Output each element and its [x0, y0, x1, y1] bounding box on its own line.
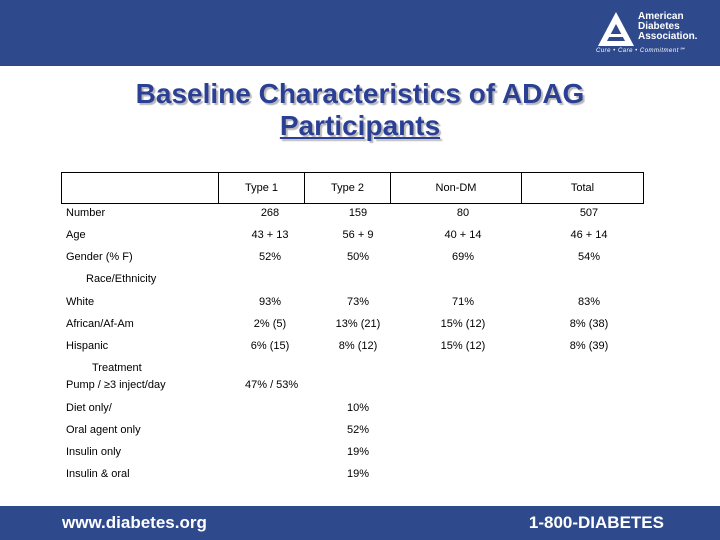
header-bar: American Diabetes Association. Cure • Ca…: [0, 0, 720, 66]
row-label-insulin-oral: Insulin & oral: [66, 468, 130, 480]
age-type2: 56 + 9: [342, 229, 374, 241]
header-row: Type 1 Type 2 Non-DM Total: [61, 172, 644, 204]
gender-nondm: 69%: [451, 251, 475, 263]
row-label-diet: Diet only/: [66, 402, 112, 414]
logo-line-2: Diabetes: [638, 21, 680, 32]
footer-website: www.diabetes.org: [62, 513, 207, 532]
title-line-2: Participants: [279, 110, 441, 141]
row-label-gender: Gender (% F): [66, 251, 133, 263]
african-total: 8% (38): [569, 318, 609, 330]
logo-tagline: Cure • Care • Commitment℠: [596, 48, 686, 54]
slide-title: Baseline Characteristics of ADAG Partici…: [0, 78, 720, 142]
number-total: 507: [579, 207, 599, 219]
white-total: 83%: [577, 296, 601, 308]
header-type2: Type 2: [304, 172, 391, 204]
gender-type2: 50%: [346, 251, 370, 263]
pump-type1: 47% / 53%: [245, 379, 299, 391]
row-label-hispanic: Hispanic: [66, 340, 109, 352]
white-nondm: 71%: [451, 296, 475, 308]
african-type1: 2% (5): [253, 318, 287, 330]
row-label-oral: Oral agent only: [66, 424, 141, 436]
header-empty-cell: [61, 172, 219, 204]
number-type1: 268: [260, 207, 280, 219]
hispanic-nondm: 15% (12): [440, 340, 486, 352]
age-total: 46 + 14: [570, 229, 608, 241]
gender-type1: 52%: [258, 251, 282, 263]
logo-text: American Diabetes Association.: [638, 12, 697, 42]
white-type2: 73%: [346, 296, 370, 308]
footer-phone: 1-800-DIABETES: [528, 513, 664, 532]
oral-type2: 52%: [346, 424, 370, 436]
hispanic-total: 8% (39): [569, 340, 609, 352]
title-line-1: Baseline Characteristics of ADAG: [135, 78, 585, 109]
logo-line-3: Association.: [638, 31, 698, 42]
header-table: Type 1 Type 2 Non-DM Total: [61, 172, 644, 204]
logo-line-1: American: [638, 11, 684, 22]
african-type2: 13% (21): [335, 318, 381, 330]
hispanic-type2: 8% (12): [338, 340, 378, 352]
row-label-age: Age: [66, 229, 86, 241]
insulin-oral-type2: 19%: [346, 468, 370, 480]
row-label-african: African/Af-Am: [66, 318, 134, 330]
treatment-heading: Treatment: [92, 362, 142, 374]
hispanic-type1: 6% (15): [250, 340, 290, 352]
row-label-white: White: [66, 296, 95, 308]
row-label-number: Number: [66, 207, 106, 219]
race-ethnicity-heading: Race/Ethnicity: [86, 273, 157, 285]
african-nondm: 15% (12): [440, 318, 486, 330]
header-nondm: Non-DM: [390, 172, 522, 204]
header-type1: Type 1: [218, 172, 305, 204]
ada-logo: American Diabetes Association. Cure • Ca…: [596, 8, 716, 58]
number-type2: 159: [348, 207, 368, 219]
number-nondm: 80: [456, 207, 470, 219]
row-label-insulin: Insulin only: [66, 446, 122, 458]
insulin-type2: 19%: [346, 446, 370, 458]
diet-type2: 10%: [346, 402, 370, 414]
ada-triangle-icon: [598, 12, 634, 46]
gender-total: 54%: [577, 251, 601, 263]
white-type1: 93%: [258, 296, 282, 308]
age-nondm: 40 + 14: [444, 229, 482, 241]
row-label-pump: Pump / ≥3 inject/day: [66, 379, 166, 391]
footer-bar: www.diabetes.org 1-800-DIABETES: [0, 506, 720, 540]
age-type1: 43 + 13: [251, 229, 289, 241]
header-total: Total: [521, 172, 644, 204]
